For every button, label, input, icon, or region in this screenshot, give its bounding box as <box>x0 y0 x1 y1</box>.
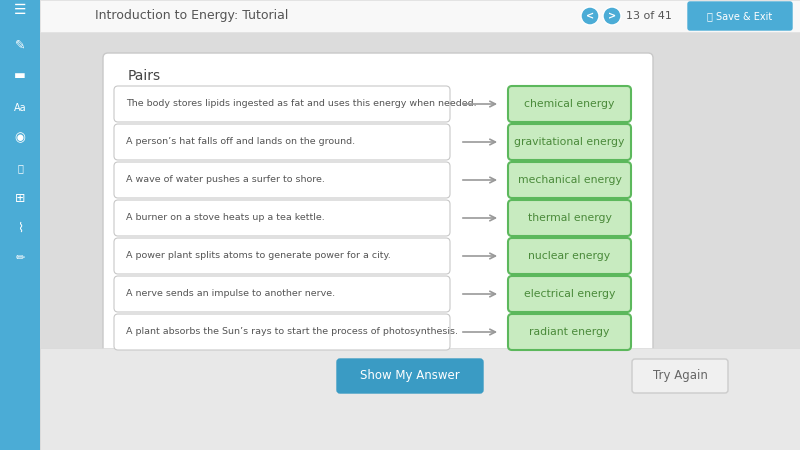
Text: A plant absorbs the Sun’s rays to start the process of photosynthesis.: A plant absorbs the Sun’s rays to start … <box>126 328 458 337</box>
Text: electrical energy: electrical energy <box>524 289 615 299</box>
Text: Introduction to Energy: Tutorial: Introduction to Energy: Tutorial <box>95 9 288 22</box>
Text: A wave of water pushes a surfer to shore.: A wave of water pushes a surfer to shore… <box>126 176 325 184</box>
Text: Aa: Aa <box>14 103 26 113</box>
Circle shape <box>603 7 621 25</box>
Text: <: < <box>586 11 594 21</box>
Circle shape <box>581 7 599 25</box>
Text: Try Again: Try Again <box>653 369 707 382</box>
Text: ⊞: ⊞ <box>14 192 26 204</box>
Text: ☰: ☰ <box>14 3 26 17</box>
Text: ▬: ▬ <box>14 68 26 81</box>
FancyBboxPatch shape <box>508 86 631 122</box>
FancyBboxPatch shape <box>103 53 653 371</box>
Text: 🔒 Save & Exit: 🔒 Save & Exit <box>707 11 773 21</box>
FancyBboxPatch shape <box>114 124 450 160</box>
Text: The body stores lipids ingested as fat and uses this energy when needed.: The body stores lipids ingested as fat a… <box>126 99 477 108</box>
Text: nuclear energy: nuclear energy <box>529 251 610 261</box>
FancyBboxPatch shape <box>508 238 631 274</box>
Text: ◉: ◉ <box>14 131 26 144</box>
FancyBboxPatch shape <box>40 0 800 32</box>
Text: A person’s hat falls off and lands on the ground.: A person’s hat falls off and lands on th… <box>126 138 355 147</box>
FancyBboxPatch shape <box>632 359 728 393</box>
Text: ⬛: ⬛ <box>17 163 23 173</box>
FancyBboxPatch shape <box>337 359 483 393</box>
FancyBboxPatch shape <box>508 162 631 198</box>
Text: gravitational energy: gravitational energy <box>514 137 625 147</box>
FancyBboxPatch shape <box>508 124 631 160</box>
FancyBboxPatch shape <box>0 0 40 450</box>
Text: A burner on a stove heats up a tea kettle.: A burner on a stove heats up a tea kettl… <box>126 213 325 222</box>
Text: mechanical energy: mechanical energy <box>518 175 622 185</box>
Text: A nerve sends an impulse to another nerve.: A nerve sends an impulse to another nerv… <box>126 289 335 298</box>
Text: radiant energy: radiant energy <box>530 327 610 337</box>
FancyBboxPatch shape <box>508 200 631 236</box>
Text: A power plant splits atoms to generate power for a city.: A power plant splits atoms to generate p… <box>126 252 390 261</box>
Text: chemical energy: chemical energy <box>524 99 614 109</box>
FancyBboxPatch shape <box>40 348 800 450</box>
FancyBboxPatch shape <box>508 314 631 350</box>
FancyBboxPatch shape <box>114 162 450 198</box>
FancyBboxPatch shape <box>688 2 792 30</box>
Text: Show My Answer: Show My Answer <box>360 369 460 382</box>
Text: ✎: ✎ <box>14 39 26 51</box>
Text: Pairs: Pairs <box>128 69 161 83</box>
Text: ✏: ✏ <box>15 253 25 263</box>
FancyBboxPatch shape <box>114 86 450 122</box>
FancyBboxPatch shape <box>508 276 631 312</box>
FancyBboxPatch shape <box>114 200 450 236</box>
FancyBboxPatch shape <box>114 276 450 312</box>
Text: thermal energy: thermal energy <box>527 213 611 223</box>
Text: ⌇: ⌇ <box>17 221 23 234</box>
Text: >: > <box>608 11 616 21</box>
Text: 13 of 41: 13 of 41 <box>626 11 672 21</box>
FancyBboxPatch shape <box>114 238 450 274</box>
FancyBboxPatch shape <box>114 314 450 350</box>
